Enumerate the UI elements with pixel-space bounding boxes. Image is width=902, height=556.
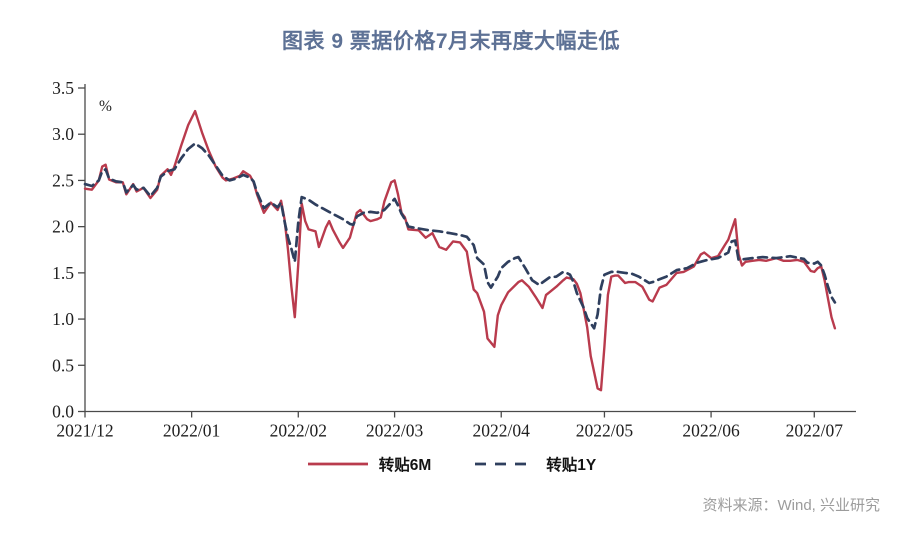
y-tick-label: 1.0 xyxy=(52,309,74,329)
dashed-line-swatch xyxy=(475,462,536,466)
legend-item-1y: 转贴1Y xyxy=(473,453,596,475)
x-tick-label: 2022/05 xyxy=(576,421,634,441)
y-tick-label: 3.5 xyxy=(52,78,74,98)
x-tick-label: 2021/12 xyxy=(56,421,113,441)
y-tick-label: 1.5 xyxy=(52,263,74,283)
solid-line-swatch xyxy=(307,462,368,466)
legend: 转贴6M 转贴1Y xyxy=(0,453,902,475)
x-tick-label: 2022/04 xyxy=(473,421,531,441)
axis-labels: 0.0 0.5 1.0 1.5 2.0 2.5 3.0 3.5 2021/12 2022/01 20… xyxy=(52,78,843,441)
legend-label-1y: 转贴1Y xyxy=(546,457,597,474)
series-line-1 xyxy=(83,142,837,330)
legend-item-6m: 转贴6M xyxy=(306,453,432,475)
x-tick-label: 2022/06 xyxy=(682,421,740,441)
source-note: 资料来源：Wind, 兴业研究 xyxy=(702,497,880,514)
y-tick-label: 0.5 xyxy=(52,355,74,375)
chart-title: 图表 9 票据价格7月末再度大幅走低 xyxy=(281,30,621,53)
x-tick-label: 2022/01 xyxy=(163,421,220,441)
series-line-0 xyxy=(83,109,837,392)
x-tick-label: 2022/03 xyxy=(366,421,424,441)
y-tick-label: 3.0 xyxy=(52,124,74,144)
axes xyxy=(78,84,856,418)
y-tick-label: 0.0 xyxy=(52,402,74,422)
legend-label-6m: 转贴6M xyxy=(378,457,432,474)
x-tick-label: 2022/07 xyxy=(786,421,844,441)
x-tick-label: 2022/02 xyxy=(270,421,327,441)
y-tick-label: 2.0 xyxy=(52,217,74,237)
y-tick-label: 2.5 xyxy=(52,170,74,190)
unit-label: % xyxy=(99,98,112,115)
